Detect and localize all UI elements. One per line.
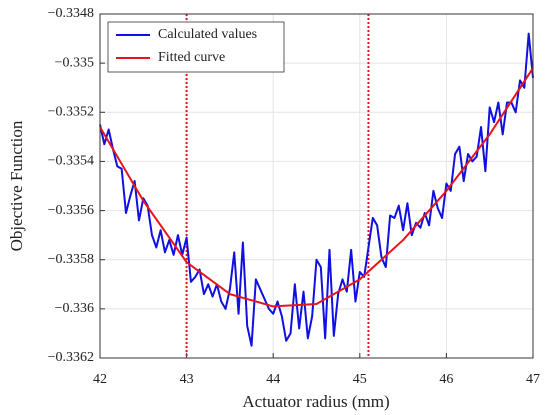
y-tick-label: −0.3352	[48, 105, 94, 120]
x-tick-label: 47	[526, 372, 540, 387]
plot-frame	[99, 13, 534, 359]
x-tick-label: 42	[93, 372, 107, 387]
legend-label: Fitted curve	[158, 50, 225, 65]
series-line	[99, 32, 534, 347]
y-tick-label: −0.336	[55, 301, 94, 316]
y-tick-label: −0.3358	[48, 252, 94, 267]
x-tick-label: 44	[266, 372, 280, 387]
y-tick-label: −0.3348	[48, 6, 94, 21]
y-axis-label: Objective Function	[7, 120, 26, 251]
series-line	[99, 67, 534, 308]
x-tick-label: 45	[353, 372, 367, 387]
legend-box	[107, 21, 285, 73]
y-tick-label: −0.3362	[48, 350, 94, 365]
y-tick-label: −0.335	[55, 55, 94, 70]
y-tick-label: −0.3354	[48, 154, 94, 169]
x-tick-label: 43	[180, 372, 194, 387]
x-axis-label: Actuator radius (mm)	[242, 392, 389, 411]
y-tick-label: −0.3356	[48, 203, 94, 218]
legend-label: Calculated values	[158, 27, 257, 42]
x-tick-label: 46	[439, 372, 453, 387]
